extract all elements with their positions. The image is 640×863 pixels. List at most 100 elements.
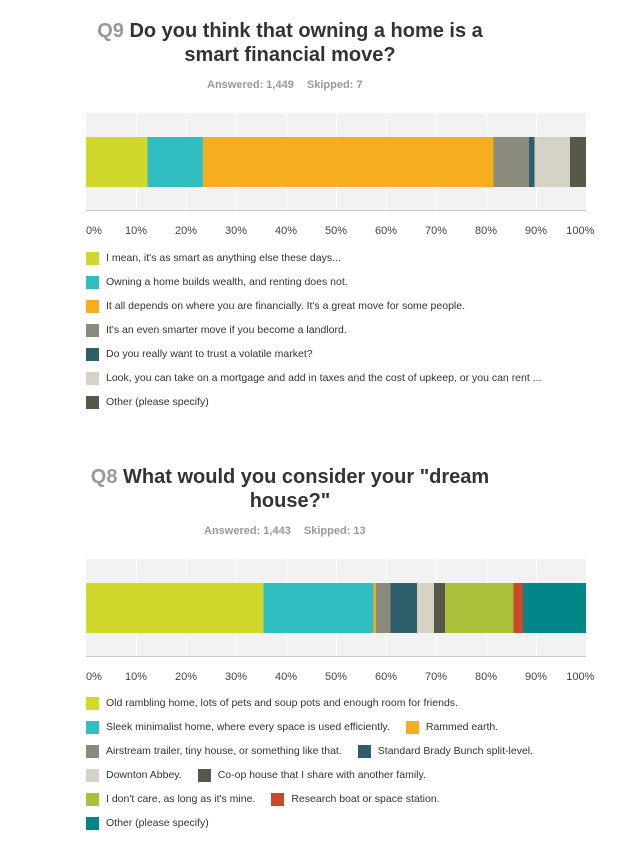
legend-row: Sleek minimalist home, where every space…	[86, 720, 626, 744]
legend-row: Do you really want to trust a volatile m…	[86, 347, 626, 371]
x-tick-label: 50%	[324, 225, 348, 237]
x-tick-label: 30%	[224, 225, 248, 237]
legend-label: Do you really want to trust a volatile m…	[106, 348, 313, 360]
legend-item[interactable]: Sleek minimalist home, where every space…	[86, 720, 390, 734]
bar-segment-5[interactable]	[529, 137, 535, 187]
question-text: What would you consider your "dream hous…	[123, 466, 490, 512]
legend-item[interactable]: Other (please specify)	[86, 395, 209, 409]
x-tick-label: 0%	[86, 225, 102, 237]
legend-row: It all depends on where you are financia…	[86, 299, 626, 323]
response-stats: Answered: 1,449 Skipped: 7	[207, 79, 363, 91]
legend-item[interactable]: Rammed earth.	[405, 720, 499, 734]
bar-segment-1[interactable]	[86, 583, 264, 633]
x-tick-label: 90%	[524, 225, 548, 237]
x-tick-label: 30%	[224, 671, 248, 683]
legend-item[interactable]: It all depends on where you are financia…	[86, 299, 465, 313]
bar-segment-6[interactable]	[534, 137, 571, 187]
legend-swatch	[86, 720, 99, 734]
legend-label: Old rambling home, lots of pets and soup…	[106, 697, 458, 709]
legend-row: Look, you can take on a mortgage and add…	[86, 371, 626, 395]
legend-item[interactable]: Airstream trailer, tiny house, or someth…	[86, 744, 342, 758]
bar-chart-svg	[86, 559, 586, 657]
legend-item[interactable]: Downton Abbey.	[86, 768, 182, 782]
legend-label: Other (please specify)	[106, 817, 209, 829]
bar-segment-2[interactable]	[147, 137, 204, 187]
response-stats: Answered: 1,443 Skipped: 13	[204, 525, 366, 537]
bar-segment-6[interactable]	[417, 583, 434, 633]
legend-item[interactable]: Co-op house that I share with another fa…	[197, 768, 426, 782]
legend-row: Other (please specify)	[86, 395, 626, 419]
skipped-count: Skipped: 13	[303, 525, 366, 537]
x-tick-label: 70%	[424, 225, 448, 237]
bar-segment-4[interactable]	[376, 583, 391, 633]
legend-item[interactable]: Research boat or space station.	[271, 792, 440, 806]
legend-row: It's an even smarter move if you become …	[86, 323, 626, 347]
bar-segment-4[interactable]	[493, 137, 530, 187]
bar-segment-7[interactable]	[434, 583, 445, 633]
legend-item[interactable]: I don't care, as long as it's mine.	[86, 792, 255, 806]
chart-title: Q9 Do you think that owning a home is a …	[80, 19, 500, 67]
legend-row: I don't care, as long as it's mine. Resea…	[86, 792, 626, 816]
plot-area	[86, 559, 586, 657]
legend-item[interactable]: Standard Brady Bunch split-level.	[357, 744, 534, 758]
bar-segment-3[interactable]	[373, 583, 377, 633]
legend-label: I mean, it's as smart as anything else t…	[106, 252, 341, 264]
x-tick-label: 20%	[174, 225, 198, 237]
x-tick-label: 100%	[566, 671, 595, 683]
legend-item[interactable]: Old rambling home, lots of pets and soup…	[86, 696, 458, 710]
x-tick-label: 70%	[424, 671, 448, 683]
legend-label: Co-op house that I share with another fa…	[217, 769, 426, 781]
bar-segment-7[interactable]	[570, 137, 586, 187]
legend-swatch	[357, 744, 371, 758]
bar-segment-9[interactable]	[513, 583, 524, 633]
legend-label: Standard Brady Bunch split-level.	[377, 745, 534, 757]
x-tick-label: 90%	[524, 671, 548, 683]
bar-segment-5[interactable]	[390, 583, 418, 633]
chart-title: Q8 What would you consider your "dream h…	[80, 465, 500, 513]
legend-row: I mean, it's as smart as anything else t…	[86, 251, 626, 275]
legend-swatch	[86, 792, 99, 806]
legend-label: Rammed earth.	[425, 721, 499, 733]
legend-row: Airstream trailer, tiny house, or someth…	[86, 744, 626, 768]
legend-item[interactable]: Other (please specify)	[86, 816, 209, 830]
x-tick-label: 10%	[124, 225, 148, 237]
bar-segment-10[interactable]	[523, 583, 586, 633]
legend-item[interactable]: Look, you can take on a mortgage and add…	[86, 371, 541, 385]
legend-label: Downton Abbey.	[106, 769, 182, 781]
bar-segment-3[interactable]	[203, 137, 494, 187]
bar-segment-2[interactable]	[263, 583, 374, 633]
legend-label: Sleek minimalist home, where every space…	[106, 721, 390, 733]
legend-swatch	[86, 251, 99, 265]
answered-count: Answered: 1,449	[207, 79, 294, 91]
legend-swatch	[86, 744, 99, 758]
x-tick-label: 20%	[174, 671, 198, 683]
x-tick-label: 50%	[324, 671, 348, 683]
plot-area	[86, 113, 586, 211]
legend-row: Other (please specify)	[86, 816, 626, 840]
legend-swatch	[86, 816, 99, 830]
legend-row: Old rambling home, lots of pets and soup…	[86, 696, 626, 720]
bar-segment-8[interactable]	[445, 583, 514, 633]
x-axis-labels: 0% 10% 20% 30% 40% 50% 60% 70% 80% 90% 100%	[86, 671, 594, 685]
skipped-count: Skipped: 7	[306, 79, 363, 91]
legend-swatch	[86, 696, 99, 710]
x-tick-label: 10%	[124, 671, 148, 683]
legend-swatch	[86, 768, 99, 782]
x-tick-label: 100%	[566, 225, 595, 237]
legend-label: Look, you can take on a mortgage and add…	[106, 372, 542, 384]
x-tick-label: 60%	[374, 671, 398, 683]
legend-row: Downton Abbey. Co-op house that I share w…	[86, 768, 626, 792]
legend-item[interactable]: Owning a home builds wealth, and renting…	[86, 275, 348, 289]
x-tick-label: 60%	[374, 225, 398, 237]
legend-swatch	[86, 275, 99, 289]
legend-label: Research boat or space station.	[291, 793, 440, 805]
legend-item[interactable]: I mean, it's as smart as anything else t…	[86, 251, 341, 265]
legend-swatch	[86, 299, 99, 313]
legend-label: Airstream trailer, tiny house, or someth…	[106, 745, 342, 757]
legend-swatch	[86, 347, 99, 361]
legend-item[interactable]: It's an even smarter move if you become …	[86, 323, 347, 337]
x-tick-label: 0%	[86, 671, 102, 683]
bar-segment-1[interactable]	[86, 137, 148, 187]
question-number: Q8	[90, 466, 118, 488]
legend-item[interactable]: Do you really want to trust a volatile m…	[86, 347, 313, 361]
